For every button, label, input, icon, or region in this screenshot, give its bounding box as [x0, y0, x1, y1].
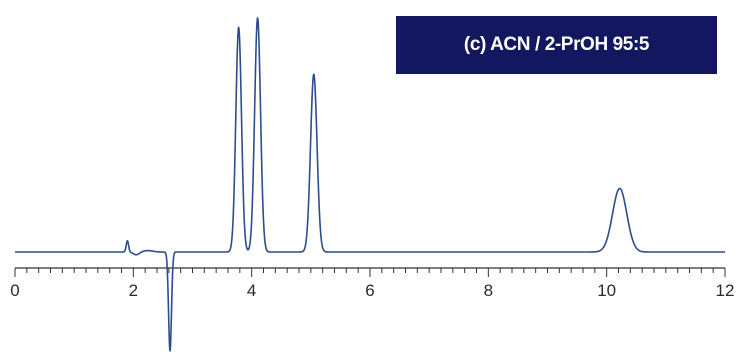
peak-apex	[618, 186, 622, 190]
x-tick-label: 2	[129, 281, 138, 300]
x-tick-label: 12	[716, 281, 735, 300]
peak-apex	[312, 72, 316, 76]
peak-apex	[168, 349, 172, 353]
peak-apex	[237, 25, 241, 29]
x-tick-label: 4	[247, 281, 256, 300]
x-axis-ticks	[14, 268, 726, 277]
x-tick-label: 6	[365, 281, 374, 300]
x-tick-label: 8	[484, 281, 493, 300]
x-axis-tick-labels: 0 2 4 6 8 10 12	[10, 281, 734, 300]
peak-apex	[125, 239, 129, 243]
trace-line	[14, 17, 726, 352]
x-tick-label: 10	[597, 281, 616, 300]
x-tick-label: 0	[10, 281, 19, 300]
chromatogram-trace	[14, 17, 726, 352]
peak-apex	[256, 16, 260, 20]
condition-label: (c) ACN / 2-PrOH 95:5	[396, 16, 717, 74]
